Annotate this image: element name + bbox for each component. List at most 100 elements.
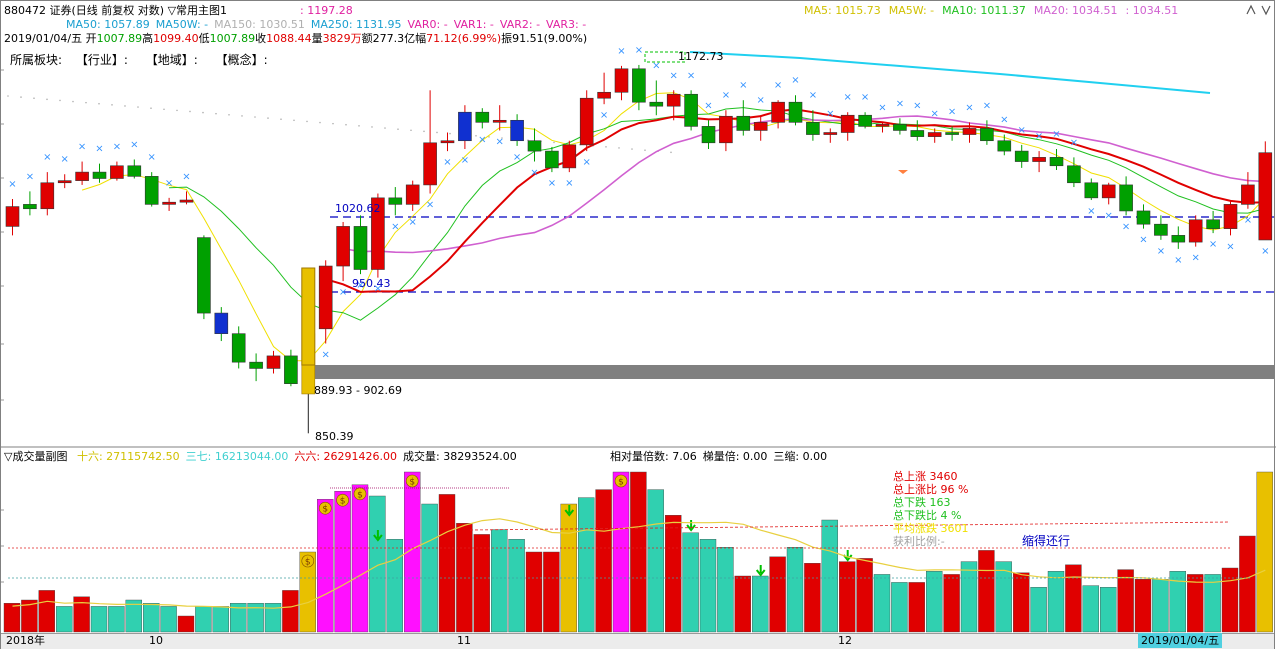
sar-marker: × bbox=[165, 178, 173, 189]
volume-bar bbox=[1082, 585, 1100, 633]
volume-bar bbox=[386, 539, 403, 633]
sar-marker: × bbox=[339, 287, 347, 298]
sector-label: 所属板块: bbox=[10, 53, 63, 67]
candle-body bbox=[353, 226, 368, 270]
ma150-dot bbox=[137, 106, 139, 108]
ma10-line bbox=[169, 107, 1266, 321]
sar-marker: × bbox=[443, 157, 451, 168]
ma150-dot bbox=[358, 125, 360, 127]
volume-field-2: 六六: 26291426.00 bbox=[294, 450, 398, 463]
candle-body bbox=[858, 114, 872, 127]
ohlc-value-1: 1099.40 bbox=[153, 32, 199, 45]
ohlc-row: 2019/01/04/五 开1007.89高1099.40低1007.89收10… bbox=[4, 32, 587, 45]
time-axis[interactable] bbox=[1, 633, 1274, 649]
sar-marker: × bbox=[844, 92, 852, 103]
ohlc-value-7: 91.51(9.00%) bbox=[512, 32, 588, 45]
candle-body bbox=[1241, 184, 1255, 205]
volume-stat-4: 平均涨跌 3601 bbox=[893, 522, 969, 535]
candle-body bbox=[823, 132, 838, 135]
ohlc-key-6: 幅 bbox=[415, 32, 427, 45]
candle-body bbox=[214, 312, 229, 334]
volume-bar bbox=[1169, 571, 1187, 633]
ohlc-key-2: 低 bbox=[198, 32, 210, 45]
ma150-dot bbox=[631, 148, 633, 150]
sar-marker: × bbox=[1105, 210, 1113, 221]
template-selector[interactable]: ▽常用主图1 bbox=[167, 4, 228, 17]
volume-bar bbox=[1117, 569, 1134, 633]
volume-ratio-0: 相对量倍数: 7.06 bbox=[610, 450, 697, 463]
sar-marker: × bbox=[8, 179, 16, 190]
volume-bar bbox=[943, 574, 960, 633]
candle-body bbox=[231, 333, 246, 363]
sector-concept[interactable]: 【概念】: bbox=[215, 53, 268, 67]
ma-legend-4: VAR0: - bbox=[407, 18, 448, 31]
ohlc-key-4: 量 bbox=[311, 32, 323, 45]
candle-body bbox=[980, 128, 994, 142]
candle-body bbox=[162, 201, 176, 205]
sar-marker: × bbox=[565, 178, 573, 189]
ohlc-key-0: 开 bbox=[85, 32, 97, 45]
expand-icon[interactable] bbox=[1260, 4, 1272, 16]
ma150-dot bbox=[332, 122, 334, 125]
sar-marker: × bbox=[26, 171, 34, 182]
volume-bar bbox=[1204, 574, 1221, 633]
candle-body bbox=[614, 68, 629, 93]
ma-legend-3: MA250: 1131.95 bbox=[310, 18, 402, 31]
sector-row: 所属板块: 【行业】: 【地域】: 【概念】: bbox=[10, 54, 268, 67]
ma150-dot bbox=[33, 97, 35, 100]
sar-marker: × bbox=[670, 70, 678, 81]
ma150-dot bbox=[436, 131, 438, 134]
volume-bar bbox=[665, 515, 682, 633]
candle-body bbox=[1119, 184, 1133, 212]
sar-marker: × bbox=[478, 134, 486, 145]
volume-bar bbox=[926, 571, 943, 633]
coin-icon-glyph: $ bbox=[618, 478, 624, 488]
sar-marker: × bbox=[948, 106, 956, 117]
sar-marker: × bbox=[1122, 221, 1130, 232]
ma150-dot bbox=[345, 123, 347, 126]
time-label-nov: 11 bbox=[457, 634, 471, 647]
ma150-dot bbox=[449, 132, 451, 135]
candle-body bbox=[144, 176, 159, 205]
collapse-icon[interactable] bbox=[1245, 4, 1257, 16]
sar-marker: × bbox=[356, 280, 364, 291]
volume-panel-title[interactable]: ▽成交量副图 bbox=[4, 450, 68, 463]
candle-body bbox=[962, 128, 977, 135]
sar-marker: × bbox=[1244, 215, 1252, 226]
high-price-label: 1172.73 bbox=[678, 50, 724, 63]
ma-legend-row: MA50: 1057.89 MA50W: - MA150: 1030.51 MA250… bbox=[66, 18, 592, 31]
sar-marker: × bbox=[983, 100, 991, 111]
sar-marker: × bbox=[322, 350, 330, 361]
candle-body bbox=[1223, 204, 1238, 229]
sar-marker: × bbox=[1174, 255, 1182, 266]
sar-marker: × bbox=[809, 90, 817, 101]
candle-body bbox=[423, 142, 437, 186]
candle-body bbox=[910, 130, 925, 137]
sector-region[interactable]: 【地域】: bbox=[145, 53, 198, 67]
volume-panel-header: ▽成交量副图 十六: 27115742.50 三七: 16213044.00 六六:… bbox=[4, 450, 517, 463]
sar-marker: × bbox=[1070, 137, 1078, 148]
volume-bar bbox=[247, 603, 264, 633]
ma150-dot bbox=[202, 111, 204, 114]
ma150-dot bbox=[319, 121, 321, 124]
volume-bar bbox=[682, 532, 699, 633]
sar-marker: × bbox=[826, 108, 834, 119]
ma150-dot bbox=[46, 98, 48, 101]
candle-body bbox=[197, 237, 211, 314]
candle-body bbox=[806, 122, 820, 135]
coin-icon-glyph: $ bbox=[340, 497, 346, 507]
volume-bar bbox=[717, 547, 734, 633]
candle-body bbox=[1136, 210, 1151, 225]
sar-marker: × bbox=[530, 168, 538, 179]
candle-body bbox=[371, 197, 385, 270]
sector-industry[interactable]: 【行业】: bbox=[75, 53, 128, 67]
sar-marker: × bbox=[1035, 131, 1043, 142]
sar-marker: × bbox=[635, 45, 643, 56]
ma-right-legend: MA5: 1015.73 MA5W: - MA10: 1011.37 MA20: 10… bbox=[804, 4, 1186, 17]
sar-marker: × bbox=[583, 157, 591, 168]
volume-bar bbox=[142, 603, 160, 633]
sar-marker: × bbox=[861, 92, 869, 103]
candle-body bbox=[788, 101, 803, 123]
ohlc-value-3: 1088.44 bbox=[266, 32, 312, 45]
